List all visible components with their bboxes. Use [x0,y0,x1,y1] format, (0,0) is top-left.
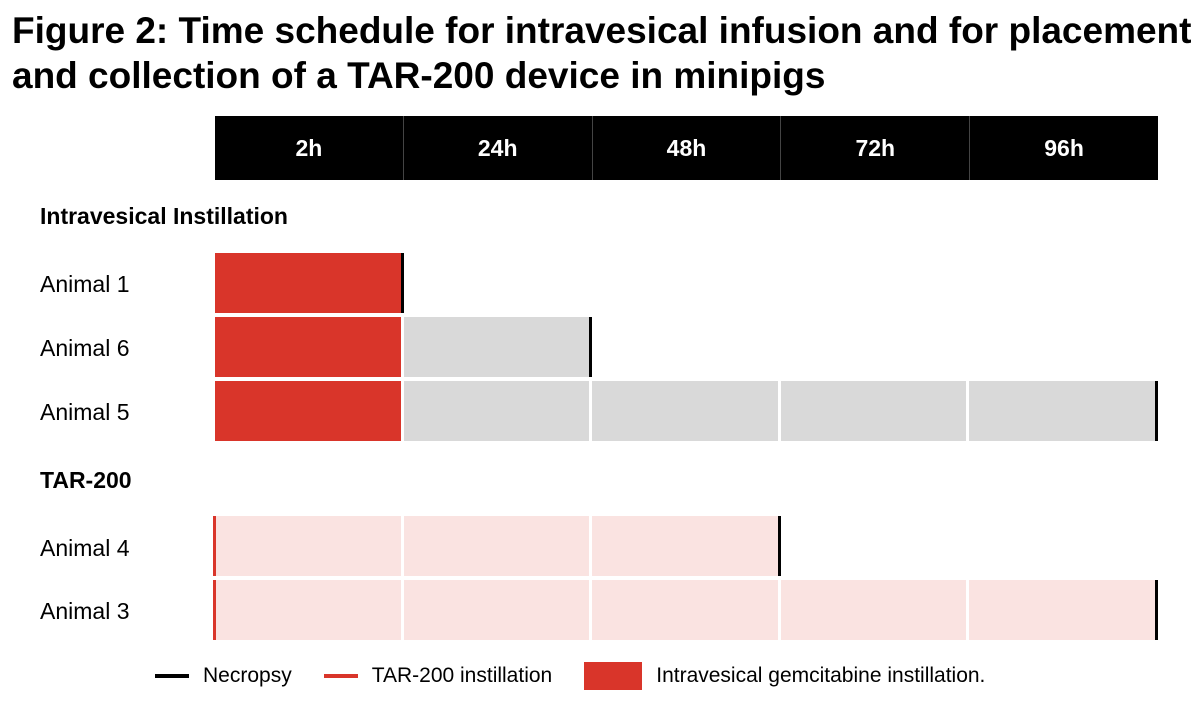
timeline-segment-2h [215,381,401,441]
timeline-row-animal-5 [215,381,1158,441]
time-header: 2h 24h 48h 72h 96h [215,116,1158,180]
row-label-animal-1: Animal 1 [40,271,130,297]
section-label-tar-200: TAR-200 [40,467,132,493]
header-cell-96h: 96h [1044,134,1084,161]
timeline-segment-48h [592,580,778,640]
legend-item-necropsy: Necropsy [155,664,292,688]
timeline-segment-48h [592,381,778,441]
tar-200-instillation-marker [213,516,216,576]
necropsy-marker [777,516,781,576]
timeline-segment-96h [969,580,1158,640]
timeline-row-animal-6 [215,317,1158,377]
timeline-segment-2h [215,317,401,377]
header-cell-24h: 24h [404,116,593,180]
row-label-animal-4: Animal 4 [40,535,130,561]
timeline-segment-24h [403,580,590,640]
timeline-segment-96h [969,381,1158,441]
legend-label-tar: TAR-200 instillation [371,664,553,687]
necropsy-marker [589,317,593,377]
header-cell-48h: 48h [593,116,782,180]
legend-swatch-gemcitabine [584,662,643,690]
row-label-animal-3: Animal 3 [40,598,130,624]
timeline-segment-72h [780,381,967,441]
timeline-row-animal-1 [215,253,1158,313]
section-label-intravesical: Intravesical Instillation [40,203,288,229]
timeline-segment-24h [403,317,593,377]
timeline-segment-24h [403,381,590,441]
necropsy-marker [1155,381,1158,441]
legend-item-tar: TAR-200 instillation [323,664,553,688]
legend-swatch-tar [323,674,358,678]
row-label-animal-5: Animal 5 [40,399,130,425]
timeline-segment-24h [403,516,590,576]
header-cell-72h: 72h [781,116,971,180]
legend: Necropsy TAR-200 instillation Intravesic… [155,660,985,692]
legend-swatch-necropsy [155,674,189,678]
timeline-row-animal-3 [213,580,1158,640]
timeline-segment-48h [592,516,781,576]
legend-item-gemcitabine: Intravesical gemcitabine instillation. [584,662,985,690]
timeline-row-animal-4 [213,516,1158,576]
timeline-segment-72h [780,580,967,640]
row-label-animal-6: Animal 6 [40,335,130,361]
necropsy-marker [1155,580,1158,640]
timeline-segment-2h [215,516,401,576]
necropsy-marker [400,253,404,313]
legend-label-necropsy: Necropsy [203,664,292,687]
header-cell-2h: 2h [215,116,404,180]
figure-title: Figure 2: Time schedule for intravesical… [12,10,1192,96]
legend-label-gemcitabine: Intravesical gemcitabine instillation. [656,664,986,687]
tar-200-instillation-marker [213,580,216,640]
timeline-segment-2h [215,580,401,640]
timeline-segment-2h [215,253,404,313]
